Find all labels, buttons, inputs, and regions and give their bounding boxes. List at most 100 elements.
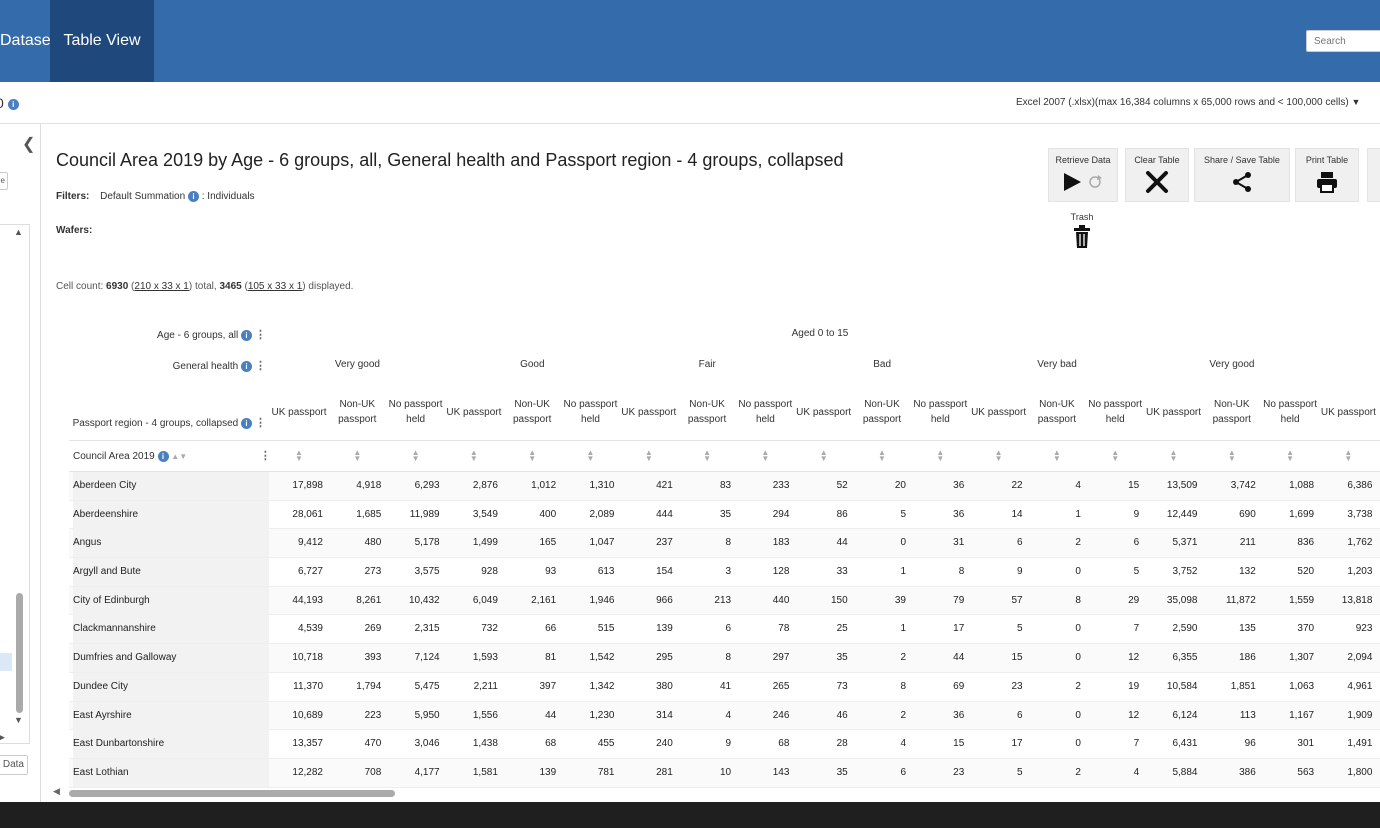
table-cell: 1,230	[589, 709, 615, 721]
table-cell: 281	[656, 766, 673, 778]
filter-summation[interactable]: Default Summation	[100, 191, 186, 203]
scroll-up-icon[interactable]: ▲	[14, 227, 23, 237]
sort-icon[interactable]: ▲▼	[644, 448, 653, 463]
row-label[interactable]: Angus	[73, 529, 269, 558]
row-label[interactable]: East Ayrshire	[73, 701, 269, 730]
table-cell: 44	[836, 537, 848, 549]
table-cell: 233	[772, 480, 790, 491]
sort-icon[interactable]: ▲▼	[1286, 448, 1295, 463]
row-label[interactable]: Argyll and Bute	[73, 558, 269, 587]
search-input[interactable]	[1306, 30, 1380, 52]
table-cell: 8	[725, 537, 732, 549]
clear-table-button[interactable]: Clear Table	[1125, 148, 1189, 202]
cell-count-displayed: 3465	[219, 281, 242, 292]
row-label[interactable]: Dundee City	[73, 672, 269, 701]
scroll-left-icon[interactable]: ▶	[0, 732, 5, 742]
sort-icon[interactable]: ▲▼	[936, 448, 945, 463]
row-label[interactable]: East Lothian	[73, 758, 269, 787]
table-cell: 3,046	[414, 738, 440, 750]
sort-icon[interactable]: ▲▼	[469, 448, 478, 463]
table-cell: 4,961	[1347, 680, 1373, 692]
info-icon[interactable]: i	[187, 191, 199, 202]
sort-row: ▲ ▼ ▲ ▼ ▲ ▼ ▲ ▼ ▲ ▼ ▲ ▼ ▲ ▼ ▲ ▼ ▲ ▼ ▲ ▼ ▲ ▼ ▲ ▼ ▲ ▼ ▲ ▼ ▲ ▼ ▲ ▼ ▲ ▼ ▲ ▼ ▲ ▼	[69, 440, 1380, 472]
table-cell: 3,549	[472, 508, 498, 520]
row-dimension-header[interactable]: Council Area 2019 i ▲▼ ⋮	[73, 449, 271, 462]
nav-tab-table-view[interactable]: Table View	[50, 0, 154, 82]
table-cell: 1	[900, 566, 906, 578]
nav-tab-datasets[interactable]: Datasets	[0, 0, 50, 82]
horizontal-scroll-thumb[interactable]	[69, 790, 395, 797]
table-cell: 3,575	[414, 566, 440, 578]
kebab-menu-icon[interactable]: ⋮	[255, 329, 266, 341]
sort-icon[interactable]: ▲▼	[411, 448, 420, 463]
age-dimension-label[interactable]: Age - 6 groups, all i ⋮	[61, 328, 266, 341]
passport-dimension-label[interactable]: Passport region - 4 groups, collapsed i ⋮	[51, 416, 266, 429]
table-row: City of Edinburgh 44,193 8,261 10,432 6,049 2…	[69, 586, 1380, 616]
share-icon	[1195, 171, 1289, 198]
table-cell: 6	[900, 766, 906, 778]
sort-icon[interactable]: ▲▼	[1344, 448, 1353, 463]
share-save-table-button[interactable]: Share / Save Table	[1194, 148, 1290, 202]
data-button[interactable]: Data	[0, 755, 28, 775]
main-panel: Council Area 2019 by Age - 6 groups, all…	[41, 124, 1380, 802]
info-icon[interactable]: i	[241, 360, 252, 372]
table-cell: 393	[364, 652, 382, 664]
vertical-scrollbar[interactable]	[16, 593, 23, 713]
kebab-menu-icon[interactable]: ⋮	[259, 450, 271, 462]
sort-icon[interactable]: ▲▼	[819, 448, 828, 463]
sort-icon[interactable]: ▲▼	[528, 448, 537, 463]
sort-icon[interactable]: ▲▼	[761, 448, 770, 463]
collapse-sidebar-icon[interactable]: ❮	[22, 136, 36, 153]
row-label[interactable]: City of Edinburgh	[73, 586, 269, 615]
retrieve-data-button[interactable]: Retrieve Data	[1048, 148, 1118, 202]
table-cell: 301	[1297, 738, 1315, 750]
horizontal-scrollbar[interactable]: ◀	[51, 786, 1380, 798]
kebab-menu-icon[interactable]: ⋮	[255, 360, 266, 372]
sort-icon[interactable]: ▲▼	[1052, 448, 1061, 463]
sort-icon[interactable]: ▲▼	[1111, 448, 1120, 463]
table-cell: 5,178	[414, 537, 440, 549]
row-label[interactable]: East Dunbartonshire	[73, 730, 269, 759]
table-cell: 4	[725, 709, 732, 721]
export-format-select[interactable]: Excel 2007 (.xlsx)(max 16,384 columns x …	[1016, 97, 1360, 108]
trash-button[interactable]: Trash	[1057, 212, 1107, 254]
info-icon[interactable]: i	[157, 450, 169, 462]
table-cell: 10,689	[292, 709, 323, 721]
sort-icon[interactable]: ▲▼	[353, 448, 362, 463]
sort-icon[interactable]: ▲▼	[171, 452, 188, 461]
sort-icon[interactable]: ▲▼	[878, 448, 886, 463]
table-cell: 83	[719, 480, 732, 491]
table-cell: 6,049	[472, 594, 498, 606]
row-label[interactable]: Aberdeenshire	[73, 500, 269, 529]
table-cell: 1,063	[1289, 680, 1315, 692]
print-table-button[interactable]: Print Table	[1295, 148, 1359, 202]
sort-icon[interactable]: ▲▼	[295, 448, 303, 463]
row-label[interactable]: Aberdeen City	[73, 472, 269, 500]
kebab-menu-icon[interactable]: ⋮	[255, 417, 266, 429]
selected-list-item[interactable]	[0, 653, 12, 671]
info-icon[interactable]: i	[241, 417, 252, 429]
info-icon[interactable]: i	[241, 329, 252, 341]
sort-icon[interactable]: ▲▼	[586, 448, 595, 463]
table-cell: 0	[1075, 709, 1081, 721]
table-cell: 1,946	[589, 594, 615, 606]
sort-icon[interactable]: ▲▼	[1227, 448, 1236, 463]
more-toolbar-button[interactable]	[1367, 148, 1380, 202]
sort-icon[interactable]: ▲▼	[994, 448, 1003, 463]
sort-icon[interactable]: ▲▼	[1169, 448, 1178, 463]
table-cell: 295	[656, 652, 673, 664]
scroll-left-icon[interactable]: ◀	[53, 786, 60, 796]
scroll-down-icon[interactable]: ▼	[14, 715, 23, 725]
row-label[interactable]: Dumfries and Galloway	[73, 644, 269, 673]
row-label[interactable]: Clackmannanshire	[73, 615, 269, 644]
table-cell: 5	[1017, 766, 1023, 778]
column-header: No passport held	[1088, 399, 1143, 425]
health-dimension-label[interactable]: General health i ⋮	[61, 359, 266, 372]
table-cell: 128	[772, 566, 790, 578]
table-cell: 8	[958, 566, 965, 578]
sidebar-small-button[interactable]: e	[0, 172, 8, 190]
sort-icon[interactable]: ▲▼	[703, 448, 712, 463]
table-cell: 294	[772, 508, 790, 520]
health-group-header: Very good	[1209, 359, 1255, 370]
info-icon[interactable]: i	[7, 98, 19, 110]
